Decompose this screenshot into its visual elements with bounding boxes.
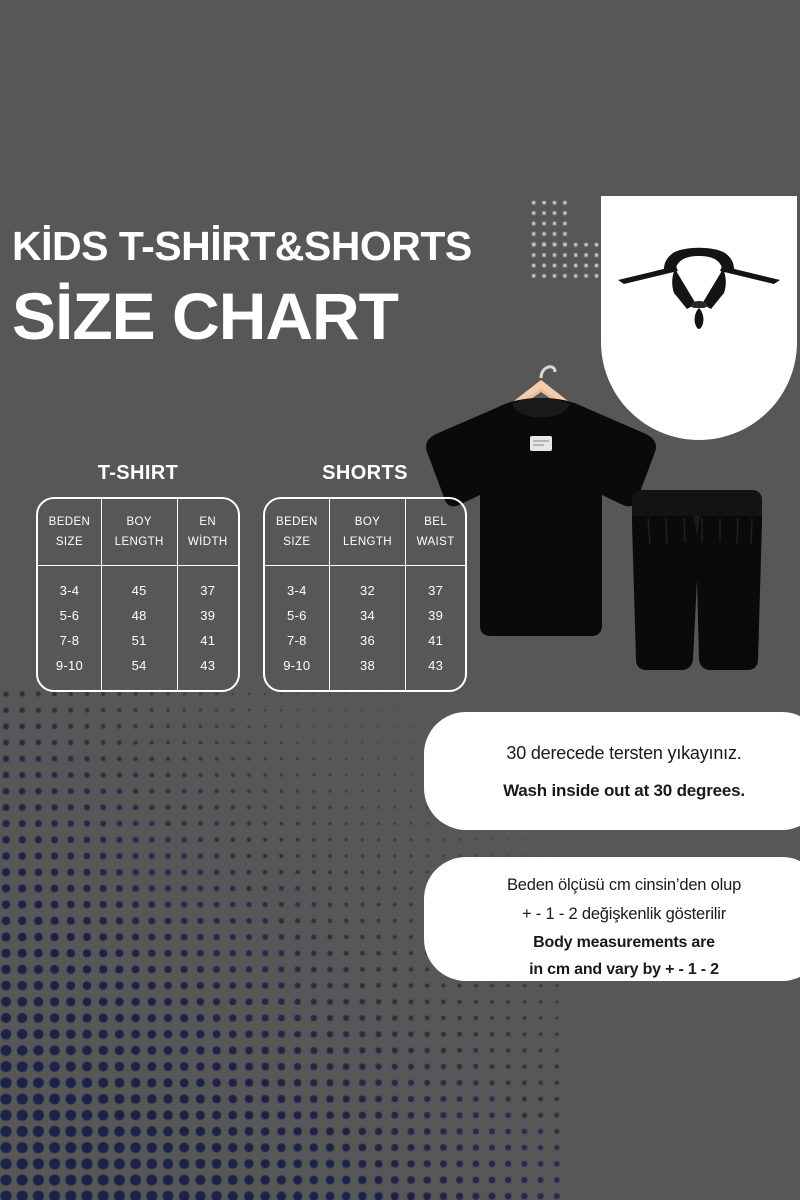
cell-size: 9-10	[55, 658, 84, 673]
tshirt-size-table-block: T-SHIRT BEDEN SIZE BOY LENGTH EN WİDTH	[36, 462, 240, 692]
tshirt-table-caption: T-SHIRT	[97, 462, 179, 484]
cell-width: 41	[176, 628, 239, 653]
cell-length: 54	[100, 653, 177, 690]
cell-length: 45	[100, 566, 177, 603]
column-header-width: EN WİDTH	[176, 499, 238, 566]
measurement-note-tr-line1: Beden ölçüsü cm cinsin’den olup	[506, 876, 742, 894]
wash-instruction-tr: 30 derecede tersten yıkayınız.	[506, 743, 742, 763]
shorts-icon	[632, 490, 762, 670]
cell-length: 51	[100, 628, 177, 653]
cell-length: 48	[100, 603, 177, 628]
cell-waist: 41	[405, 628, 465, 653]
wash-instruction-en: Wash inside out at 30 degrees.	[503, 781, 745, 800]
column-header-size: BEDEN SIZE	[38, 499, 101, 566]
column-header-size: BEDEN SIZE	[265, 499, 329, 566]
cell-waist: 37	[405, 566, 465, 603]
column-header-length: BOY LENGTH	[100, 499, 177, 566]
apparel-illustration	[426, 365, 762, 670]
cell-width: 37	[176, 566, 239, 603]
cell-size: 7-8	[59, 633, 80, 648]
table-row: 3-4 45 37	[38, 566, 238, 603]
brand-badge	[601, 196, 797, 440]
cell-waist: 43	[405, 653, 465, 690]
shirt-collar-icon	[618, 247, 780, 329]
table-row: 5-6 34 39	[265, 603, 465, 628]
cell-size: 9-10	[283, 658, 311, 673]
cell-waist: 39	[405, 603, 465, 628]
tshirt-icon	[426, 398, 656, 636]
cell-size: 7-8	[287, 633, 307, 648]
page-title-line2: SİZE CHART	[12, 279, 399, 353]
table-row: 3-4 32 37	[265, 566, 465, 603]
cell-width: 39	[176, 603, 239, 628]
measurement-note-card: Beden ölçüsü cm cinsin’den olup + - 1 - …	[424, 857, 800, 981]
table-row: 9-10 38 43	[265, 653, 465, 690]
measurement-note-en-line2: in cm and vary by + - 1 - 2	[529, 961, 719, 978]
page-title-line1: KİDS T-SHİRT&SHORTS	[12, 223, 472, 269]
cell-size: 5-6	[287, 608, 307, 623]
cell-size: 3-4	[59, 583, 80, 598]
table-row: 9-10 54 43	[38, 653, 238, 690]
cell-size: 5-6	[59, 608, 80, 623]
table-header-row: BEDEN SIZE BOY LENGTH EN WİDTH	[38, 499, 238, 566]
table-row: 7-8 36 41	[265, 628, 465, 653]
table-row: 5-6 48 39	[38, 603, 238, 628]
table-header-row: BEDEN SIZE BOY LENGTH BEL WAIST	[265, 499, 465, 566]
shorts-size-table-block: SHORTS BEDEN SIZE BOY LENGTH BEL WAIST	[263, 462, 467, 692]
cell-length: 32	[328, 566, 406, 603]
shorts-size-table: BEDEN SIZE BOY LENGTH BEL WAIST 3-4 32 3…	[263, 497, 467, 692]
column-header-length: BOY LENGTH	[328, 499, 406, 566]
measurement-note-en-line1: Body measurements are	[533, 934, 715, 951]
column-header-waist: BEL WAIST	[405, 499, 465, 566]
cell-size: 3-4	[287, 583, 307, 598]
measurement-note-tr-line2: + - 1 - 2 değişkenlik gösterilir	[521, 905, 727, 923]
cell-length: 38	[328, 653, 406, 690]
cell-length: 36	[328, 628, 406, 653]
cell-width: 43	[176, 653, 239, 690]
tshirt-size-table: BEDEN SIZE BOY LENGTH EN WİDTH 3-4 45 37	[36, 497, 240, 692]
cell-length: 34	[328, 603, 406, 628]
shorts-table-caption: SHORTS	[322, 462, 408, 484]
wash-instruction-card: 30 derecede tersten yıkayınız. Wash insi…	[424, 712, 800, 830]
table-row: 7-8 51 41	[38, 628, 238, 653]
decorative-dot-grid	[528, 198, 604, 286]
